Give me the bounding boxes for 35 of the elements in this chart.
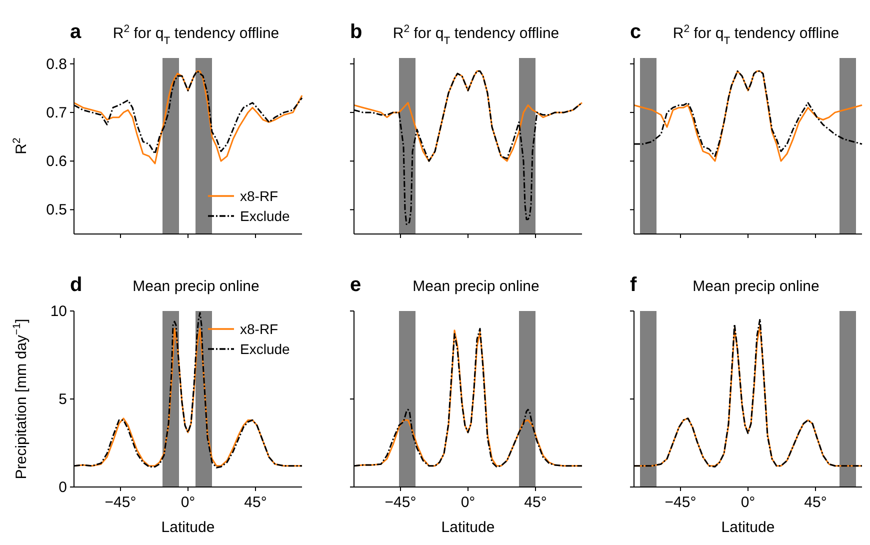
- chart-title: R$^{2}$ for q$_{T}$ tendency offline: [672, 23, 840, 47]
- chart-title: Mean precip online: [132, 278, 260, 295]
- x-tick-label: 0°: [180, 494, 196, 511]
- legend-label: x8-RF: [240, 321, 278, 337]
- chart-title: R$^{2}$ for q$_{T}$ tendency offline: [112, 23, 280, 47]
- text: b: [350, 21, 362, 43]
- y-tick-label: 5: [58, 391, 67, 408]
- x-tick-label: 0°: [460, 494, 476, 511]
- y-tick-label: 0.5: [46, 202, 67, 219]
- chart-title: Mean precip online: [412, 278, 540, 295]
- text: d: [70, 274, 82, 296]
- y-tick-label: 0: [58, 479, 67, 496]
- x-axis-title: Latitude: [161, 519, 215, 536]
- x-tick-label: 45°: [804, 494, 827, 511]
- x-tick-label: 45°: [244, 494, 267, 511]
- legend-label: Exclude: [240, 341, 290, 357]
- text: c: [630, 21, 642, 43]
- x-axis-title: Latitude: [721, 519, 775, 536]
- text: e: [350, 274, 362, 296]
- x-tick-label: −45°: [384, 494, 416, 511]
- x-axis-title: Latitude: [441, 519, 495, 536]
- x-tick-label: 0°: [740, 494, 756, 511]
- chart-title: R$^{2}$ for q$_{T}$ tendency offline: [392, 23, 560, 47]
- text: a: [70, 21, 82, 43]
- legend-label: Exclude: [240, 208, 290, 224]
- chart-title: Mean precip online: [692, 278, 820, 295]
- y-tick-label: 0.7: [46, 104, 67, 122]
- x-tick-label: −45°: [104, 494, 136, 511]
- y-tick-label: 10: [50, 303, 67, 320]
- y-tick-label: 0.8: [46, 56, 67, 73]
- text: f: [630, 274, 637, 296]
- y-tick-label: 0.6: [46, 153, 67, 170]
- x-tick-label: 45°: [524, 494, 547, 511]
- x-tick-label: −45°: [664, 494, 696, 511]
- legend-label: x8-RF: [240, 188, 278, 204]
